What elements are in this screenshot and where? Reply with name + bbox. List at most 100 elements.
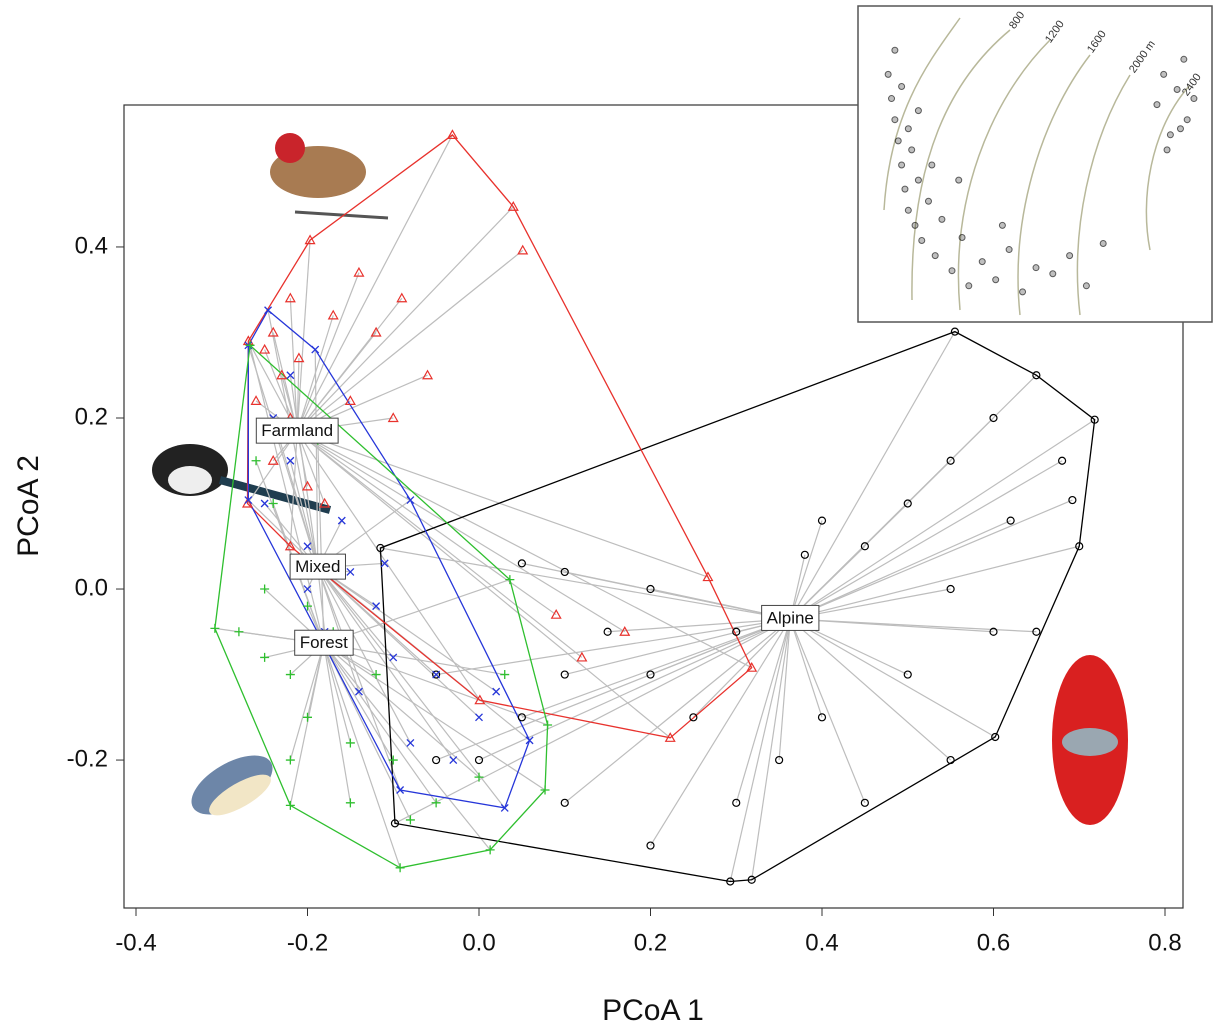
spider-line <box>789 460 1063 620</box>
point <box>432 670 441 679</box>
spider-line <box>436 618 791 676</box>
point <box>284 292 296 303</box>
spider-line <box>317 567 497 693</box>
point <box>303 712 313 722</box>
inset-point <box>1160 70 1168 78</box>
spider-line <box>323 643 351 744</box>
point <box>500 803 509 812</box>
inset-point <box>914 107 922 115</box>
point <box>576 651 588 662</box>
spider-line <box>323 643 351 803</box>
spider-line <box>317 567 480 718</box>
spider-line <box>249 345 325 644</box>
point <box>251 456 261 466</box>
point <box>370 326 382 337</box>
point <box>732 627 741 636</box>
inset-point <box>888 95 896 103</box>
point <box>303 585 312 593</box>
point <box>286 456 295 465</box>
spider-line <box>323 643 546 791</box>
point <box>337 516 346 525</box>
point <box>540 785 550 795</box>
group-label: Mixed <box>295 557 340 576</box>
point <box>431 798 441 808</box>
inset-point <box>1099 240 1107 248</box>
point <box>396 292 408 303</box>
point <box>406 738 415 747</box>
spider-line <box>323 643 437 804</box>
point <box>353 266 365 277</box>
bird-illustrations <box>152 133 1128 825</box>
x-tick-label: 0.2 <box>634 929 667 956</box>
point <box>1032 627 1041 636</box>
point <box>345 798 355 808</box>
point <box>260 499 269 508</box>
spider-line <box>778 618 791 761</box>
point <box>406 496 415 505</box>
point <box>817 713 827 722</box>
inset-point <box>884 70 892 78</box>
inset-point <box>1180 55 1188 63</box>
x-tick-label: -0.4 <box>115 929 156 956</box>
point <box>1032 371 1041 380</box>
point <box>303 601 313 611</box>
inset-point <box>918 237 926 244</box>
point <box>372 602 381 611</box>
point <box>702 571 714 582</box>
inset-point <box>1190 95 1198 103</box>
nuthatch-belly <box>209 774 271 816</box>
inset-point <box>908 146 916 154</box>
inset-point <box>894 137 902 145</box>
point <box>517 713 526 722</box>
spider-line <box>789 331 956 620</box>
point <box>396 786 405 794</box>
inset-point <box>931 252 939 260</box>
inset-point <box>928 161 936 169</box>
point <box>234 627 244 637</box>
point <box>446 129 458 140</box>
point <box>244 496 253 505</box>
x-tick-label: 0.6 <box>977 929 1010 956</box>
inset-point <box>1173 86 1181 93</box>
branch <box>294 210 389 220</box>
inset-point <box>891 116 899 124</box>
point <box>259 343 271 354</box>
spider-line <box>289 460 319 568</box>
point <box>950 327 960 336</box>
inset-point <box>1153 101 1161 109</box>
point <box>304 234 316 245</box>
inset-point <box>1183 116 1191 124</box>
point <box>1075 542 1084 551</box>
point <box>903 499 912 508</box>
point <box>303 542 312 551</box>
spider-line <box>317 567 394 658</box>
point <box>664 732 676 742</box>
inset-point <box>1066 252 1074 260</box>
point <box>432 670 441 679</box>
spider-line <box>317 440 325 644</box>
point <box>311 345 320 354</box>
contour <box>1145 84 1191 251</box>
spider-line <box>296 297 403 433</box>
spider-line <box>323 643 548 726</box>
hull <box>379 330 1096 883</box>
spider-line <box>317 567 454 761</box>
point <box>276 369 288 380</box>
inset-point <box>911 221 919 229</box>
spider-line <box>735 618 791 803</box>
spider-line <box>289 643 325 761</box>
spider-line <box>296 431 557 616</box>
point <box>550 608 562 619</box>
spider-line <box>790 520 1011 620</box>
spider-line <box>789 419 1096 620</box>
point <box>991 732 1000 742</box>
point <box>387 412 399 423</box>
spider-line <box>323 579 511 645</box>
point <box>449 756 458 765</box>
inset-point <box>978 258 986 266</box>
point <box>285 800 295 810</box>
point <box>946 755 955 765</box>
point <box>517 559 526 568</box>
spider-line <box>306 643 325 718</box>
